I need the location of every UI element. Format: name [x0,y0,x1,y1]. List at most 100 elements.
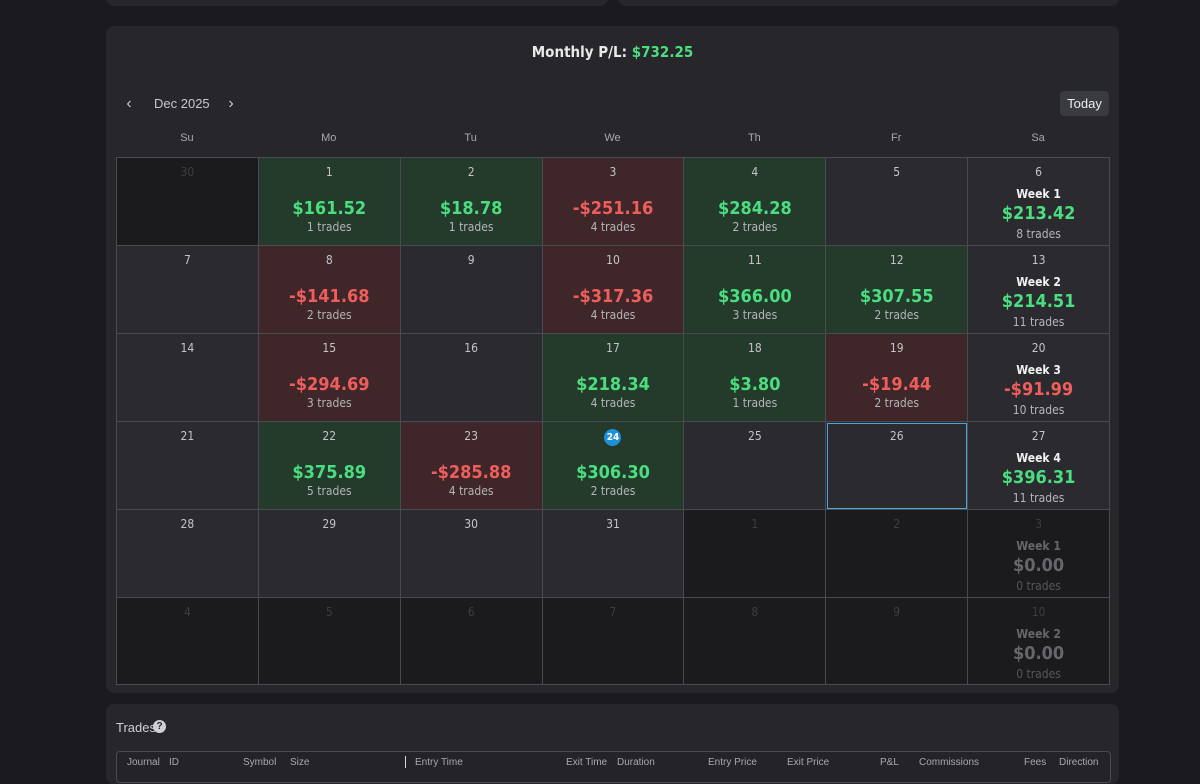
monthly-pl-label: Monthly P/L: [531,43,628,61]
week-trade-count: 10 trades [1012,403,1065,417]
today-button[interactable]: Today [1060,91,1109,116]
monthly-pl-value: $732.25 [631,43,694,61]
calendar-day-outside[interactable]: 5 [258,598,401,685]
weekday-su: Su [180,132,194,144]
calendar-day[interactable]: 2 $18.78 1 trades [400,158,543,246]
day-number: 1 [751,517,759,531]
day-number: 28 [180,517,195,531]
column-header[interactable]: Entry Time [415,757,463,768]
day-number: 26 [889,429,904,443]
column-header[interactable]: Size [290,757,310,768]
calendar-day[interactable]: 28 [117,510,259,598]
calendar-day-outside[interactable]: 2 [826,510,969,598]
week-trade-count: 11 trades [1012,315,1065,329]
day-trade-count: 1 trades [448,220,494,234]
calendar-day-outside[interactable]: 30 [117,158,259,246]
calendar-day[interactable]: 21 [117,422,259,510]
calendar-day[interactable]: 24 $306.30 2 trades [542,422,685,510]
day-number: 25 [747,429,762,443]
chevron-left-icon[interactable]: ‹ [126,95,132,112]
column-header[interactable]: Exit Price [787,757,830,768]
calendar-day-outside[interactable]: 1 [684,510,827,598]
calendar-day[interactable]: 26 [826,422,969,510]
day-number: 4 [751,165,759,179]
calendar-day[interactable]: 15 -$294.69 3 trades [258,334,401,422]
day-number: 30 [180,165,195,179]
day-number: 18 [747,341,762,355]
day-number: 3 [1035,517,1042,531]
day-number: 5 [893,165,901,179]
calendar-day[interactable]: 4 $284.28 2 trades [684,158,827,246]
week-pl-amount: -$91.99 [1003,379,1074,400]
column-header[interactable]: Commissions [919,757,980,768]
day-number: 9 [893,605,901,619]
column-header[interactable]: P&L [880,757,899,768]
chevron-right-icon[interactable]: › [228,95,234,112]
day-trade-count: 4 trades [590,308,636,322]
column-header[interactable]: Symbol [243,757,277,768]
calendar-grid: 30 1 $161.52 1 trades 2 $18.78 1 trades 3 -$251.… [116,157,1110,685]
week-summary[interactable]: 3 Week 1 $0.00 0 trades [968,510,1110,598]
calendar-day[interactable]: 14 [117,334,259,422]
column-header[interactable]: Direction [1059,757,1099,768]
calendar-day[interactable]: 5 [826,158,969,246]
calendar-day[interactable]: 17 $218.34 4 trades [542,334,685,422]
day-number: 20 [1031,341,1046,355]
week-trade-count: 0 trades [1016,579,1061,593]
day-trade-count: 2 trades [732,220,778,234]
week-label: Week 4 [1016,451,1061,465]
calendar-day[interactable]: 12 $307.55 2 trades [826,246,969,334]
calendar-day[interactable]: 8 -$141.68 2 trades [258,246,401,334]
week-label: Week 3 [1016,363,1061,377]
calendar-day[interactable]: 25 [684,422,827,510]
calendar-day[interactable]: 19 -$19.44 2 trades [826,334,969,422]
calendar-day[interactable]: 10 -$317.36 4 trades [542,246,685,334]
calendar-day-outside[interactable]: 8 [684,598,827,685]
day-pl-amount: $18.78 [439,198,503,219]
column-header[interactable]: Entry Price [708,757,757,768]
calendar-day-outside[interactable]: 7 [542,598,685,685]
day-pl-amount: $284.28 [717,198,792,219]
calendar-day[interactable]: 31 [542,510,685,598]
calendar-day-outside[interactable]: 6 [400,598,543,685]
calendar-day[interactable]: 16 [400,334,543,422]
day-pl-amount: $366.00 [717,286,792,307]
calendar-day[interactable]: 22 $375.89 5 trades [258,422,401,510]
column-resize-handle[interactable] [405,756,406,768]
day-number: 10 [1031,605,1046,619]
week-pl-amount: $214.51 [1001,291,1076,312]
week-trade-count: 11 trades [1012,491,1065,505]
calendar-day[interactable]: 18 $3.80 1 trades [684,334,827,422]
help-icon[interactable]: ? [153,720,166,733]
calendar-day-outside[interactable]: 4 [117,598,259,685]
column-header[interactable]: Fees [1024,757,1047,768]
day-number: 9 [467,253,475,267]
day-pl-amount: -$285.88 [430,462,512,483]
calendar-day[interactable]: 9 [400,246,543,334]
week-summary[interactable]: 13 Week 2 $214.51 11 trades [968,246,1110,334]
weekday-th: Th [747,132,761,144]
week-summary[interactable]: 10 Week 2 $0.00 0 trades [968,598,1110,685]
weekday-fr: Fr [891,132,902,144]
week-summary[interactable]: 6 Week 1 $213.42 8 trades [968,158,1110,246]
column-header[interactable]: Duration [617,757,655,768]
calendar-day-outside[interactable]: 9 [826,598,969,685]
calendar-day[interactable]: 29 [258,510,401,598]
day-trade-count: 3 trades [732,308,778,322]
week-label: Week 2 [1016,627,1061,641]
column-header[interactable]: Exit Time [566,757,608,768]
week-summary[interactable]: 27 Week 4 $396.31 11 trades [968,422,1110,510]
day-number: 4 [183,605,191,619]
day-trade-count: 2 trades [306,308,352,322]
calendar-day[interactable]: 7 [117,246,259,334]
trades-table-header: Journal ID Symbol Size Entry Time Exit Time Du… [116,751,1111,783]
calendar-day[interactable]: 11 $366.00 3 trades [684,246,827,334]
calendar-day[interactable]: 23 -$285.88 4 trades [400,422,543,510]
column-header[interactable]: ID [169,757,179,768]
calendar-day[interactable]: 1 $161.52 1 trades [258,158,401,246]
day-number: 24 [543,429,684,446]
week-summary[interactable]: 20 Week 3 -$91.99 10 trades [968,334,1110,422]
column-header[interactable]: Journal [127,757,160,768]
calendar-day[interactable]: 3 -$251.16 4 trades [542,158,685,246]
calendar-day[interactable]: 30 [400,510,543,598]
